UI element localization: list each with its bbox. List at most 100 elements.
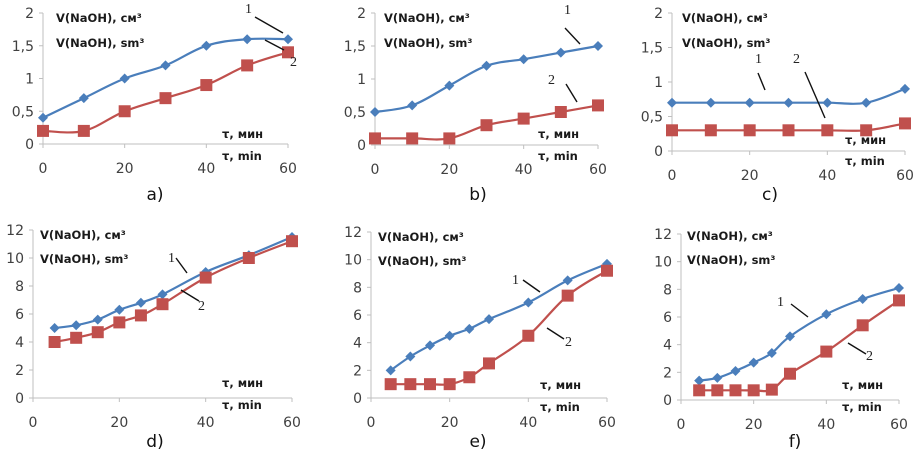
chart-d-x-tick-label: 60	[283, 415, 301, 431]
chart-d-annotation-label: 2	[198, 299, 205, 314]
chart-e-annotation-label: 2	[565, 335, 572, 350]
chart-e-x-tick-label: 60	[598, 415, 616, 431]
chart-b-annotation-leader	[565, 83, 578, 103]
chart-e-ylabel-en: V(NaOH), sm³	[378, 254, 466, 268]
chart-a-ylabel-ru: V(NaOH), см³	[56, 11, 142, 25]
chart-f-ylabel-en: V(NaOH), sm³	[687, 253, 775, 267]
chart-e-y-tick-label: 0	[353, 391, 362, 407]
chart-f-x-tick-label: 40	[817, 417, 835, 433]
chart-b-series-1-point	[518, 54, 529, 65]
chart-e-series-1-point	[523, 297, 534, 308]
chart-f-series-2-point	[765, 383, 778, 396]
chart-a-series-1-point	[78, 93, 89, 104]
chart-e-series-2-point	[404, 378, 417, 391]
chart-d-annotation-leader	[180, 289, 200, 302]
chart-b-annotation-label: 2	[548, 73, 555, 88]
chart-a-annotation-leader	[264, 39, 285, 51]
chart-c-series-1-point	[861, 97, 872, 108]
chart-d-series-2-point	[113, 316, 126, 329]
chart-d-series-2-point	[242, 252, 255, 264]
chart-f-x-tick-label: 20	[745, 417, 763, 433]
chart-c-x-tick-label: 40	[818, 168, 836, 184]
chart-c-ylabel-ru: V(NaOH), см³	[682, 11, 768, 25]
chart-e-series-2-point	[601, 264, 613, 277]
chart-f-series-1-point	[712, 372, 723, 383]
chart-b-ylabel-en: V(NaOH), sm³	[384, 36, 472, 50]
chart-d-ylabel-en: V(NaOH), sm³	[40, 252, 128, 266]
chart-b-series-2-point	[517, 112, 530, 125]
chart-e-series-2-point	[443, 378, 456, 391]
chart-b-annotation-label: 1	[564, 3, 571, 18]
chart-b-series-2-point	[443, 132, 456, 145]
chart-a-series-2-point	[118, 105, 131, 118]
chart-f-annotation-leader	[790, 303, 809, 318]
chart-d-x-tick-label: 40	[197, 415, 215, 431]
chart-e-xlabel-ru: τ, мин	[540, 378, 581, 392]
chart-f-series-2-point	[784, 367, 796, 380]
chart-f-y-tick-label: 0	[663, 393, 672, 409]
chart-c-annotation-leader	[804, 71, 826, 119]
chart-e-series-2-point	[424, 378, 436, 391]
chart-c-series-2-point	[821, 124, 834, 137]
chart-d-x-tick-label: 20	[110, 415, 128, 431]
chart-b-y-tick-label: 0,5	[344, 105, 366, 121]
chart-c-series-1-point	[667, 97, 677, 108]
chart-f-series-1-point	[821, 309, 832, 320]
chart-a-series-1-point	[201, 40, 212, 51]
chart-d-series-1-point	[92, 314, 103, 325]
chart-e-series-2-line	[390, 269, 608, 386]
chart-b-series-1-point	[370, 107, 380, 117]
chart-c-xlabel-en: τ, min	[845, 154, 885, 168]
chart-d-series-2-point	[48, 336, 61, 348]
chart-c-series-1-point	[783, 97, 794, 108]
chart-f-annotation-leader	[847, 342, 867, 355]
chart-f-series-2-point	[820, 345, 833, 358]
chart-a-y-tick-label: 1	[25, 72, 34, 88]
chart-f-annotation-label: 1	[777, 295, 784, 310]
chart-e-ylabel-ru: V(NaOH), см³	[378, 230, 464, 244]
chart-e-x-tick-label: 20	[441, 415, 459, 431]
chart-a-series-2-point	[159, 92, 172, 105]
chart-b-series-2-point	[554, 106, 567, 118]
chart-d-y-tick-label: 6	[15, 307, 24, 323]
chart-a-series-2-point	[200, 79, 213, 92]
chart-e-xlabel-en: τ, min	[540, 400, 580, 414]
chart-b-ylabel-ru: V(NaOH), см³	[384, 11, 470, 25]
chart-c-annotation-leader	[757, 72, 766, 91]
chart-f-series-2-point	[747, 384, 760, 397]
chart-b-y-tick-label: 2	[357, 6, 366, 22]
chart-c-series-2-point	[899, 117, 911, 130]
chart-c-xlabel-ru: τ, мин	[845, 133, 886, 147]
chart-f-xlabel-ru: τ, мин	[842, 378, 883, 392]
chart-b-xlabel-en: τ, min	[538, 149, 578, 163]
chart-c-series-1-point	[705, 97, 716, 108]
chart-f-panel-label: f)	[789, 432, 802, 452]
chart-b-series-1-point	[555, 47, 566, 58]
chart-e-y-tick-label: 8	[353, 280, 362, 296]
chart-e-series-1-point	[444, 330, 455, 341]
chart-d-y-tick-label: 2	[15, 363, 24, 379]
chart-b-y-tick-label: 0	[357, 138, 366, 154]
chart-c-y-tick-label: 2	[654, 6, 663, 22]
chart-c-annotation-label: 2	[793, 52, 800, 67]
chart-d-annotation-label: 1	[168, 251, 175, 266]
chart-d-panel-label: d)	[146, 432, 163, 452]
chart-d-series-1-point	[49, 323, 60, 333]
chart-f-series-1-point	[785, 331, 795, 342]
chart-f-series-2-point	[856, 319, 869, 332]
chart-b-series-1-line	[374, 44, 599, 114]
chart-c-series-1-point	[822, 97, 833, 108]
chart-c-ylabel-en: V(NaOH), sm³	[682, 36, 770, 50]
chart-f-series-1-point	[857, 294, 868, 305]
chart-e-x-tick-label: 0	[367, 415, 376, 431]
chart-e-series-1-point	[562, 275, 573, 286]
chart-d-ylabel-ru: V(NaOH), см³	[40, 228, 126, 242]
chart-e-annotation-leader	[522, 279, 541, 293]
chart-f-series-1-point	[748, 357, 759, 368]
chart-c-x-tick-label: 20	[741, 168, 759, 184]
chart-c-series-1-point	[744, 97, 755, 108]
chart-b-xlabel-ru: τ, мин	[538, 127, 579, 141]
chart-d-y-tick-label: 12	[6, 223, 24, 239]
chart-a-annotation-label: 1	[245, 2, 252, 17]
chart-c-y-tick-label: 1	[654, 75, 663, 91]
